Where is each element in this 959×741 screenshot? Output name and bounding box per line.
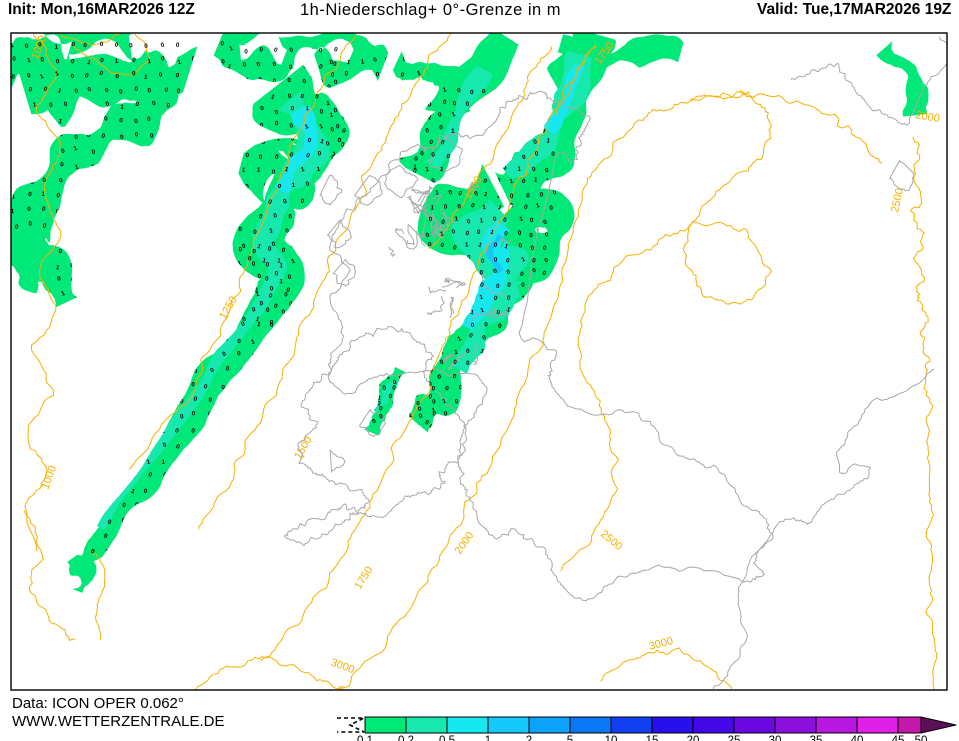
svg-text:35: 35	[810, 735, 823, 741]
svg-text:0: 0	[466, 360, 470, 367]
svg-text:0.2: 0.2	[398, 735, 414, 741]
svg-text:1: 1	[517, 166, 521, 173]
svg-text:45: 45	[892, 735, 905, 741]
svg-text:40: 40	[851, 735, 864, 741]
svg-text:Valid: Tue,17MAR2026 19Z: Valid: Tue,17MAR2026 19Z	[757, 1, 952, 18]
svg-text:Data: ICON OPER 0.062°: Data: ICON OPER 0.062°	[12, 695, 184, 712]
svg-text:2: 2	[526, 735, 532, 741]
svg-text:50: 50	[915, 735, 928, 741]
svg-text:10: 10	[605, 735, 618, 741]
svg-text:20: 20	[687, 735, 700, 741]
svg-text:0.1: 0.1	[357, 735, 373, 741]
svg-text:0.5: 0.5	[439, 735, 455, 741]
svg-text:15: 15	[646, 735, 659, 741]
svg-text:30: 30	[769, 735, 782, 741]
svg-text:1: 1	[120, 104, 124, 111]
svg-text:Init: Mon,16MAR2026 12Z: Init: Mon,16MAR2026 12Z	[8, 1, 195, 18]
svg-text:1: 1	[485, 735, 491, 741]
svg-text:25: 25	[728, 735, 741, 741]
svg-text:1h-Niederschlag+ 0°-Grenze in: 1h-Niederschlag+ 0°-Grenze in m	[300, 1, 561, 19]
svg-text:5: 5	[567, 735, 573, 741]
svg-text:WWW.WETTERZENTRALE.DE: WWW.WETTERZENTRALE.DE	[12, 713, 225, 730]
svg-text:1: 1	[451, 128, 455, 135]
